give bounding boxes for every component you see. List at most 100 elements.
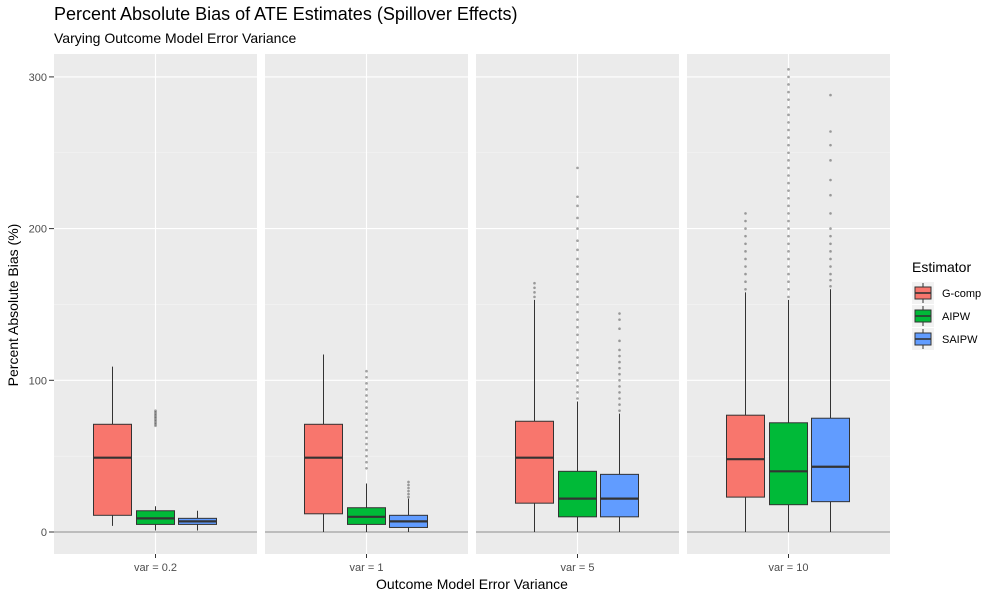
box-saipw [600, 312, 639, 532]
outlier-point [154, 413, 157, 417]
outlier-point [618, 366, 621, 370]
x-tick-label: var = 0.2 [134, 562, 177, 574]
iqr-box [304, 423, 343, 515]
outlier-point [618, 339, 621, 343]
outlier-point [787, 174, 790, 177]
outlier-point [744, 212, 747, 215]
outlier-point [829, 242, 832, 246]
box-g-comp [726, 212, 765, 532]
outlier-point [744, 280, 747, 283]
box-g-comp [304, 354, 343, 532]
outlier-point [576, 333, 579, 337]
outlier-point [744, 219, 747, 223]
outlier-point [576, 204, 579, 208]
outlier-point [787, 113, 790, 117]
outlier-point [787, 143, 790, 147]
outlier-point [787, 212, 790, 215]
outlier-point [365, 436, 368, 440]
outlier-point [576, 195, 579, 199]
outlier-point [787, 219, 790, 223]
y-tick-label: 300 [29, 72, 47, 84]
box-g-comp [93, 366, 132, 526]
iqr-box [600, 473, 639, 518]
outlier-point [576, 166, 579, 170]
outlier-point [787, 68, 790, 71]
outlier-point [576, 363, 579, 367]
outlier-point [829, 265, 832, 268]
outlier-point [829, 234, 832, 238]
box-g-comp [515, 281, 554, 532]
y-axis: 0 100 200 300 [29, 72, 54, 539]
outlier-point [154, 415, 157, 419]
outlier-point [576, 356, 579, 359]
outlier-point [365, 466, 368, 470]
outlier-point [365, 369, 368, 373]
outlier-point [787, 166, 790, 170]
outlier-point [787, 295, 790, 299]
outlier-point [576, 216, 579, 220]
outlier-point [576, 391, 579, 394]
outlier-point [787, 287, 790, 291]
iqr-box [811, 417, 850, 503]
outlier-point [787, 280, 790, 283]
outlier-point [154, 422, 157, 426]
outlier-point [829, 227, 832, 230]
outlier-point [365, 460, 368, 464]
box-aipw [769, 68, 808, 532]
iqr-box [769, 422, 808, 506]
outlier-point [365, 448, 368, 452]
outlier-point [576, 341, 579, 344]
outlier-point [829, 278, 832, 282]
facet-panel: var = 5 [476, 54, 679, 574]
outlier-point [744, 227, 747, 230]
outlier-point [829, 284, 832, 288]
outlier-point [618, 327, 621, 331]
outlier-point [618, 360, 621, 364]
outlier-point [365, 406, 368, 409]
outlier-point [787, 75, 790, 79]
outlier-point [829, 178, 832, 182]
y-tick-label: 0 [41, 527, 47, 539]
facet-panels: var = 0.2 var = 1 var = 5 var = 10 [54, 54, 890, 574]
outlier-point [576, 227, 579, 230]
outlier-point [365, 430, 368, 434]
outlier-point [154, 409, 157, 412]
outlier-point [576, 272, 579, 276]
outlier-point [365, 412, 368, 415]
outlier-point [407, 480, 410, 484]
outlier-point [787, 242, 790, 246]
outlier-point [365, 424, 368, 428]
outlier-point [533, 291, 536, 294]
outlier-point [365, 454, 368, 458]
x-tick-label: var = 10 [768, 562, 808, 574]
box-saipw [811, 93, 850, 532]
y-axis-title: Percent Absolute Bias (%) [5, 224, 21, 387]
outlier-point [365, 400, 368, 403]
outlier-point [154, 419, 157, 423]
outlier-point [787, 136, 790, 139]
outlier-point [744, 272, 747, 276]
outlier-point [787, 189, 790, 192]
outlier-point [576, 310, 579, 314]
outlier-point [618, 385, 621, 388]
iqr-box [726, 414, 765, 498]
outlier-point [744, 287, 747, 291]
chart-subtitle: Varying Outcome Model Error Variance [54, 30, 296, 46]
legend-key-aipw: AIPW [912, 305, 971, 327]
outlier-point [365, 418, 368, 422]
outlier-point [787, 83, 790, 86]
outlier-point [787, 272, 790, 276]
x-axis-title: Outcome Model Error Variance [376, 576, 568, 592]
outlier-point [744, 250, 747, 253]
outlier-point [787, 151, 790, 155]
outlier-point [576, 265, 579, 268]
y-tick-label: 200 [29, 224, 47, 236]
iqr-box [93, 423, 132, 516]
outlier-point [365, 382, 368, 385]
outlier-point [533, 281, 536, 285]
outlier-point [533, 295, 536, 299]
box-aipw [558, 166, 597, 532]
outlier-point [407, 486, 410, 490]
outlier-point [787, 181, 790, 185]
outlier-point [618, 318, 621, 321]
